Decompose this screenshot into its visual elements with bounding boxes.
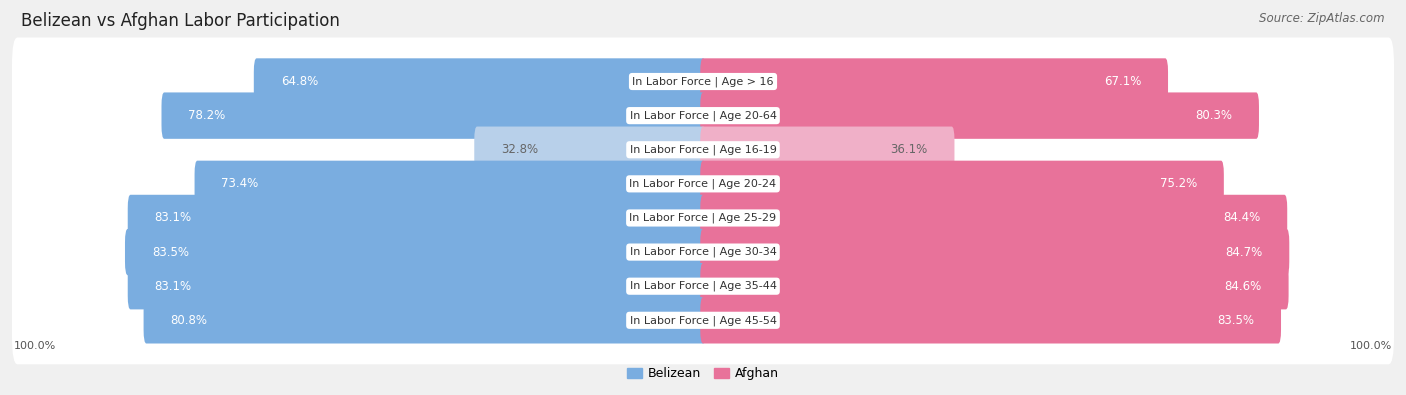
FancyBboxPatch shape: [700, 126, 955, 173]
Text: In Labor Force | Age 35-44: In Labor Force | Age 35-44: [630, 281, 776, 292]
FancyBboxPatch shape: [13, 208, 1393, 296]
Legend: Belizean, Afghan: Belizean, Afghan: [627, 367, 779, 380]
Text: 80.8%: 80.8%: [170, 314, 208, 327]
FancyBboxPatch shape: [254, 58, 706, 105]
Text: In Labor Force | Age 45-54: In Labor Force | Age 45-54: [630, 315, 776, 325]
FancyBboxPatch shape: [700, 195, 1288, 241]
Text: 84.7%: 84.7%: [1225, 246, 1263, 259]
Text: 83.1%: 83.1%: [155, 211, 191, 224]
FancyBboxPatch shape: [700, 161, 1223, 207]
FancyBboxPatch shape: [13, 242, 1393, 330]
FancyBboxPatch shape: [700, 263, 1289, 309]
Text: Belizean vs Afghan Labor Participation: Belizean vs Afghan Labor Participation: [21, 12, 340, 30]
Text: 80.3%: 80.3%: [1195, 109, 1232, 122]
Text: 32.8%: 32.8%: [501, 143, 538, 156]
Text: 84.4%: 84.4%: [1223, 211, 1260, 224]
FancyBboxPatch shape: [128, 195, 706, 241]
Text: In Labor Force | Age 16-19: In Labor Force | Age 16-19: [630, 145, 776, 155]
FancyBboxPatch shape: [125, 229, 706, 275]
FancyBboxPatch shape: [143, 297, 706, 344]
FancyBboxPatch shape: [474, 126, 706, 173]
Text: 67.1%: 67.1%: [1104, 75, 1142, 88]
Text: 83.1%: 83.1%: [155, 280, 191, 293]
Text: 84.6%: 84.6%: [1225, 280, 1261, 293]
FancyBboxPatch shape: [13, 140, 1393, 228]
Text: 83.5%: 83.5%: [1218, 314, 1254, 327]
Text: 73.4%: 73.4%: [221, 177, 259, 190]
Text: 78.2%: 78.2%: [188, 109, 225, 122]
Text: In Labor Force | Age 25-29: In Labor Force | Age 25-29: [630, 213, 776, 223]
Text: In Labor Force | Age > 16: In Labor Force | Age > 16: [633, 76, 773, 87]
Text: 100.0%: 100.0%: [1350, 341, 1392, 351]
FancyBboxPatch shape: [700, 58, 1168, 105]
Text: 64.8%: 64.8%: [281, 75, 318, 88]
Text: Source: ZipAtlas.com: Source: ZipAtlas.com: [1260, 12, 1385, 25]
Text: In Labor Force | Age 20-24: In Labor Force | Age 20-24: [630, 179, 776, 189]
Text: In Labor Force | Age 30-34: In Labor Force | Age 30-34: [630, 247, 776, 257]
FancyBboxPatch shape: [13, 276, 1393, 364]
FancyBboxPatch shape: [13, 174, 1393, 262]
Text: In Labor Force | Age 20-64: In Labor Force | Age 20-64: [630, 110, 776, 121]
FancyBboxPatch shape: [700, 297, 1281, 344]
FancyBboxPatch shape: [13, 38, 1393, 126]
FancyBboxPatch shape: [128, 263, 706, 309]
Text: 100.0%: 100.0%: [14, 341, 56, 351]
Text: 83.5%: 83.5%: [152, 246, 188, 259]
FancyBboxPatch shape: [700, 229, 1289, 275]
FancyBboxPatch shape: [162, 92, 706, 139]
Text: 75.2%: 75.2%: [1160, 177, 1197, 190]
FancyBboxPatch shape: [13, 71, 1393, 160]
Text: 36.1%: 36.1%: [890, 143, 928, 156]
FancyBboxPatch shape: [700, 92, 1258, 139]
FancyBboxPatch shape: [194, 161, 706, 207]
FancyBboxPatch shape: [13, 106, 1393, 194]
